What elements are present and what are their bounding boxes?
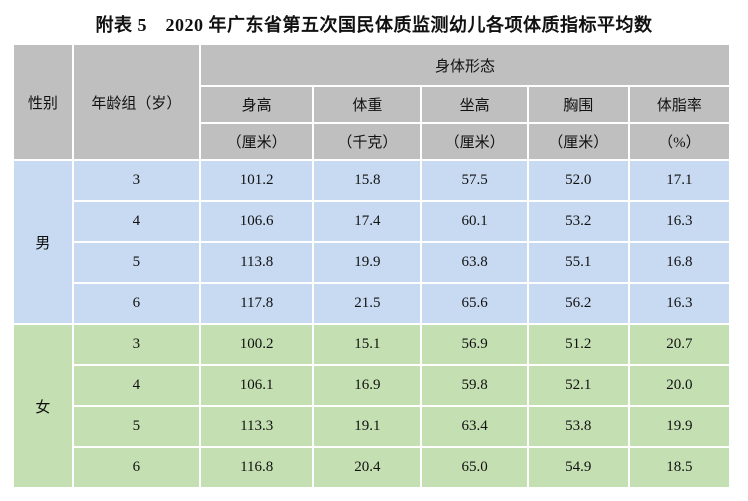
value-cell: 20.0 xyxy=(629,366,729,405)
value-cell: 53.2 xyxy=(528,202,628,241)
age-cell: 5 xyxy=(73,243,200,282)
value-cell: 16.3 xyxy=(629,284,729,323)
value-cell: 19.9 xyxy=(629,407,729,446)
age-cell: 3 xyxy=(73,325,200,364)
table-row: 6 116.8 20.4 65.0 54.9 18.5 xyxy=(14,448,729,487)
header-metric-sitting-height: 坐高 xyxy=(422,87,527,122)
gender-cell: 女 xyxy=(14,325,72,487)
unit-body-fat: （%） xyxy=(629,124,729,159)
table-row: 5 113.8 19.9 63.8 55.1 16.8 xyxy=(14,243,729,282)
value-cell: 113.3 xyxy=(201,407,313,446)
table-row: 男 3 101.2 15.8 57.5 52.0 17.1 xyxy=(14,161,729,323)
age-cell: 6 xyxy=(73,284,200,323)
age-cell: 5 xyxy=(73,407,200,446)
value-cell: 51.2 xyxy=(528,325,628,364)
unit-height: （厘米） xyxy=(201,124,313,159)
value-cell: 17.4 xyxy=(314,202,421,241)
value-cell: 16.3 xyxy=(629,202,729,241)
table-row: 4 106.6 17.4 60.1 53.2 16.3 xyxy=(14,202,729,241)
value-cell: 18.5 xyxy=(629,448,729,487)
age-cell: 4 xyxy=(73,366,200,405)
header-row-group: 性别 年龄组（岁） 身体形态 xyxy=(14,45,729,159)
header-row-units: （厘米） （千克） （厘米） （厘米） （%） xyxy=(14,124,729,159)
header-metric-weight: 体重 xyxy=(314,87,421,122)
body-metrics-table: 性别 年龄组（岁） 身体形态 身高 体重 坐高 胸围 体脂率 （厘米） （千克）… xyxy=(12,43,731,489)
value-cell: 21.5 xyxy=(314,284,421,323)
value-cell: 52.1 xyxy=(528,366,628,405)
value-cell: 15.8 xyxy=(314,161,421,200)
value-cell: 20.4 xyxy=(314,448,421,487)
header-metric-height: 身高 xyxy=(201,87,313,122)
value-cell: 101.2 xyxy=(201,161,313,200)
header-metric-chest: 胸围 xyxy=(528,87,628,122)
value-cell: 54.9 xyxy=(528,448,628,487)
value-cell: 106.1 xyxy=(201,366,313,405)
table-body: 男 3 101.2 15.8 57.5 52.0 17.1 4 106.6 17.4 60.1 53.… xyxy=(14,161,729,487)
value-cell: 53.8 xyxy=(528,407,628,446)
table-header: 性别 年龄组（岁） 身体形态 身高 体重 坐高 胸围 体脂率 （厘米） （千克）… xyxy=(14,45,729,159)
value-cell: 56.9 xyxy=(422,325,527,364)
value-cell: 100.2 xyxy=(201,325,313,364)
gender-cell: 男 xyxy=(14,161,72,323)
header-body-shape: 身体形态 xyxy=(201,45,729,85)
table-row: 4 106.1 16.9 59.8 52.1 20.0 xyxy=(14,366,729,405)
value-cell: 113.8 xyxy=(201,243,313,282)
table-row: 5 113.3 19.1 63.4 53.8 19.9 xyxy=(14,407,729,446)
value-cell: 63.8 xyxy=(422,243,527,282)
value-cell: 106.6 xyxy=(201,202,313,241)
table-row: 6 117.8 21.5 65.6 56.2 16.3 xyxy=(14,284,729,323)
header-row-metrics: 身高 体重 坐高 胸围 体脂率 xyxy=(14,87,729,122)
unit-weight: （千克） xyxy=(314,124,421,159)
header-age-group: 年龄组（岁） xyxy=(73,45,200,159)
value-cell: 59.8 xyxy=(422,366,527,405)
unit-sitting-height: （厘米） xyxy=(422,124,527,159)
value-cell: 60.1 xyxy=(422,202,527,241)
value-cell: 52.0 xyxy=(528,161,628,200)
value-cell: 55.1 xyxy=(528,243,628,282)
value-cell: 19.9 xyxy=(314,243,421,282)
value-cell: 63.4 xyxy=(422,407,527,446)
value-cell: 15.1 xyxy=(314,325,421,364)
age-cell: 3 xyxy=(73,161,200,200)
value-cell: 16.9 xyxy=(314,366,421,405)
value-cell: 57.5 xyxy=(422,161,527,200)
value-cell: 20.7 xyxy=(629,325,729,364)
header-metric-body-fat: 体脂率 xyxy=(629,87,729,122)
value-cell: 116.8 xyxy=(201,448,313,487)
value-cell: 56.2 xyxy=(528,284,628,323)
header-gender: 性别 xyxy=(14,45,72,159)
unit-chest: （厘米） xyxy=(528,124,628,159)
value-cell: 17.1 xyxy=(629,161,729,200)
table-caption: 附表 5 2020 年广东省第五次国民体质监测幼儿各项体质指标平均数 xyxy=(95,15,653,35)
age-cell: 6 xyxy=(73,448,200,487)
value-cell: 65.6 xyxy=(422,284,527,323)
value-cell: 16.8 xyxy=(629,243,729,282)
value-cell: 65.0 xyxy=(422,448,527,487)
value-cell: 19.1 xyxy=(314,407,421,446)
age-cell: 4 xyxy=(73,202,200,241)
value-cell: 117.8 xyxy=(201,284,313,323)
table-row: 女 3 100.2 15.1 56.9 51.2 20.7 xyxy=(14,325,729,487)
